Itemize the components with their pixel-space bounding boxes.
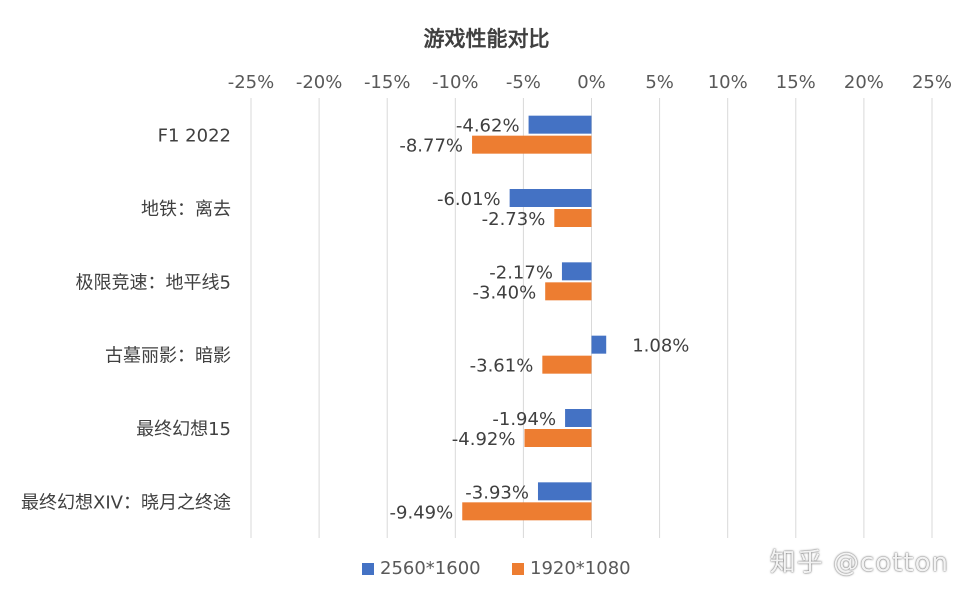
bar [528, 115, 592, 134]
data-label: -4.62% [456, 116, 520, 137]
data-label: -1.94% [492, 409, 556, 430]
x-tick-label: 20% [844, 72, 884, 93]
legend-label: 2560*1600 [380, 558, 481, 579]
bar [509, 189, 592, 207]
x-tick-label: -15% [364, 72, 411, 93]
x-tick-label: 15% [776, 72, 816, 93]
bar [554, 209, 592, 227]
chart-title: 游戏性能对比 [424, 27, 550, 51]
x-tick-label: 25% [912, 72, 952, 93]
category-label: 地铁：离去 [141, 199, 231, 220]
x-tick-label: -5% [506, 72, 541, 93]
x-tick-label: 5% [645, 72, 674, 93]
data-label: -2.17% [489, 262, 553, 283]
legend-swatch [362, 563, 374, 575]
data-label: -2.73% [482, 209, 546, 230]
watermark: 知乎 @cotton [769, 548, 949, 578]
bar [524, 429, 592, 447]
data-label: -9.49% [390, 502, 454, 523]
category-label: F1 2022 [158, 126, 231, 147]
bar [542, 355, 592, 374]
data-label: -8.77% [399, 136, 463, 157]
legend-label: 1920*1080 [530, 558, 631, 579]
x-tick-label: 0% [577, 72, 606, 93]
x-tick-label: -10% [432, 72, 479, 93]
category-label: 极限竞速：地平线5 [76, 272, 231, 293]
data-label: -3.61% [470, 356, 534, 377]
data-label: -6.01% [437, 189, 501, 210]
x-tick-label: 10% [708, 72, 748, 93]
x-tick-label: -25% [228, 72, 275, 93]
bar [561, 262, 592, 281]
bar [462, 502, 592, 521]
x-tick-label: -20% [296, 72, 343, 93]
category-label: 最终幻想XIV：晓月之终途 [21, 492, 231, 513]
bar [565, 409, 592, 427]
bar [591, 335, 607, 354]
category-label: 古墓丽影：暗影 [105, 346, 231, 367]
data-label: -4.92% [452, 429, 516, 450]
bar [472, 135, 592, 154]
category-label: 最终幻想15 [136, 419, 231, 440]
bar [545, 282, 592, 301]
bar [537, 482, 592, 501]
data-label: -3.40% [473, 282, 537, 303]
data-label: -3.93% [465, 482, 529, 503]
data-label: 1.08% [632, 336, 689, 357]
legend-swatch [512, 563, 524, 575]
